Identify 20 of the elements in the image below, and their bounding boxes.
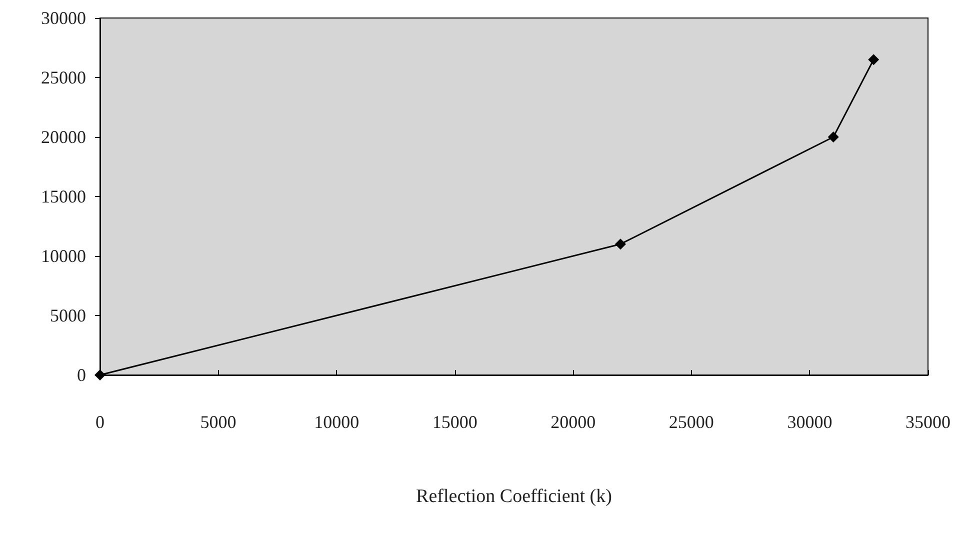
x-tick-label: 20000 — [550, 412, 596, 432]
x-tick-label: 30000 — [787, 412, 832, 432]
x-tick-label: 10000 — [314, 412, 360, 432]
point — [614, 238, 626, 250]
y-tick-label: 15000 — [41, 186, 86, 206]
point — [868, 54, 880, 66]
y-tick-label: 30000 — [41, 8, 86, 28]
x-tick-label: 5000 — [200, 412, 236, 432]
y-tick-label: 5000 — [50, 306, 86, 326]
point — [828, 132, 839, 142]
y-tick-label: 25000 — [41, 68, 86, 88]
x-axis-title: Reflection Coefficient (k) — [416, 486, 612, 507]
y-tick-label: 20000 — [41, 127, 86, 147]
x-tick-label: 25000 — [668, 412, 714, 432]
y-tick-label: 0 — [77, 365, 86, 385]
x-tick-label: 0 — [96, 412, 104, 432]
point — [94, 370, 106, 380]
y-tick-label: 10000 — [41, 246, 86, 266]
x-tick-label: 35000 — [906, 412, 950, 432]
x-tick-label: 15000 — [432, 412, 478, 432]
